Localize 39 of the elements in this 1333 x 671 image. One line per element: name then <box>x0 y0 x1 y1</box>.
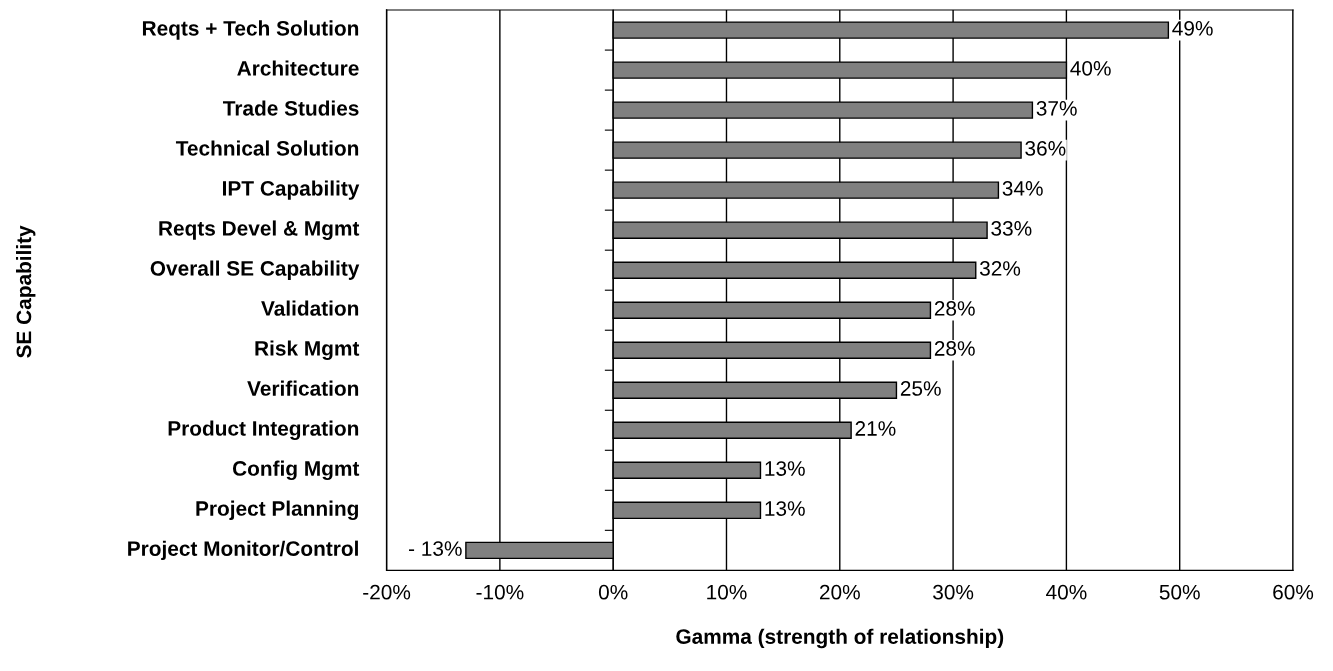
data-label: 37% <box>1036 100 1077 116</box>
x-tick-label: 40% <box>1046 584 1087 600</box>
y-tick-label: Reqts + Tech Solution <box>142 20 359 40</box>
y-tick-label: Reqts Devel & Mgmt <box>159 220 360 240</box>
data-label: 40% <box>1070 60 1111 76</box>
y-tick-label: IPT Capability <box>223 180 360 200</box>
data-label: 13% <box>765 501 805 516</box>
y-tick-label: Verification <box>247 380 359 396</box>
y-tick-label: Validation <box>261 300 359 316</box>
data-label: 28% <box>934 301 975 316</box>
x-tick-label: 20% <box>819 584 860 600</box>
data-label: 34% <box>1002 181 1043 196</box>
y-tick-label: Project Monitor/Control <box>128 540 358 561</box>
y-tick-label: Architecture <box>237 60 359 76</box>
x-tick-label: -10% <box>476 584 524 600</box>
y-tick-label: Risk Mgmt <box>255 340 360 360</box>
x-tick-label: 0% <box>598 584 628 600</box>
y-tick-label: Trade Studies <box>223 100 359 116</box>
data-label: 21% <box>855 421 896 436</box>
y-tick-label: Technical Solution <box>175 140 359 156</box>
x-axis-title: Gamma (strength of relationship) <box>676 628 1004 649</box>
y-tick-label: Product Integration <box>168 420 359 441</box>
y-tick-label: Config Mgmt <box>232 460 360 481</box>
x-tick-label: 10% <box>707 584 747 600</box>
data-label: 33% <box>991 221 1032 236</box>
data-label: 25% <box>900 381 941 396</box>
data-label: 36% <box>1025 140 1066 156</box>
y-tick-label: Project Planning <box>196 500 358 521</box>
y-tick-label: Overall SE Capability <box>150 260 360 280</box>
data-label: 32% <box>979 261 1021 276</box>
data-label: 13% <box>765 461 805 476</box>
data-label: 49% <box>1172 20 1213 36</box>
data-label: - 13% <box>408 541 462 556</box>
x-tick-label: 30% <box>933 584 974 600</box>
data-label: 28% <box>934 341 975 356</box>
y-axis-title: SE Capability <box>16 225 36 358</box>
x-tick-label: 50% <box>1159 584 1200 600</box>
x-tick-label: -20% <box>363 584 411 600</box>
x-tick-label: 60% <box>1273 584 1314 600</box>
